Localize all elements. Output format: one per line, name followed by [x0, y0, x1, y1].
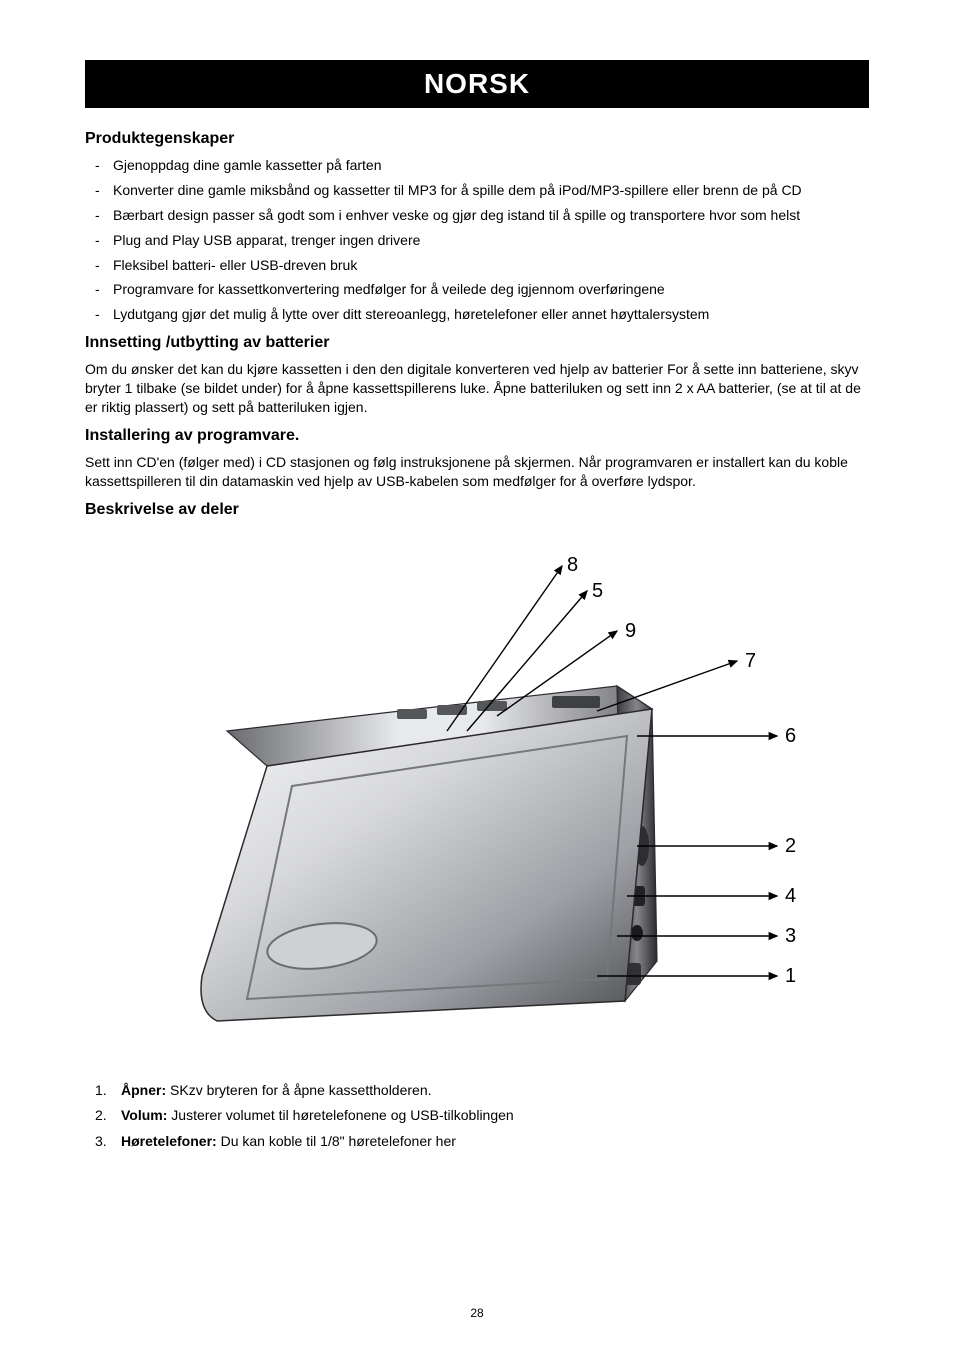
list-desc: Du kan koble til 1/8" høretelefoner her: [217, 1133, 456, 1149]
feature-item: Lydutgang gjør det mulig å lytte over di…: [85, 305, 869, 324]
list-term: Åpner:: [121, 1082, 166, 1098]
diagram-label-number: 9: [625, 620, 636, 642]
software-text: Sett inn CD'en (følger med) i CD stasjon…: [85, 453, 869, 491]
top-button: [397, 709, 427, 719]
batteries-heading: Innsetting /utbytting av batterier: [85, 334, 869, 352]
software-heading: Installering av programvare.: [85, 427, 869, 445]
feature-item: Programvare for kassettkonvertering medf…: [85, 280, 869, 299]
feature-item: Gjenoppdag dine gamle kassetter på farte…: [85, 156, 869, 175]
parts-diagram: 859 7 6 2 4 3 1: [85, 531, 869, 1051]
feature-item: Konverter dine gamle miksbånd og kassett…: [85, 181, 869, 200]
diagram-label-number: 7: [745, 650, 756, 672]
features-list: Gjenoppdag dine gamle kassetter på farte…: [85, 156, 869, 324]
headphone-jack: [631, 925, 643, 941]
parts-list-item: 3. Høretelefoner: Du kan koble til 1/8" …: [85, 1132, 869, 1152]
list-term: Høretelefoner:: [121, 1133, 217, 1149]
cassette-diagram-svg: 859 7 6 2 4 3 1: [97, 531, 857, 1051]
features-heading: Produktegenskaper: [85, 130, 869, 148]
page-title: NORSK: [424, 68, 530, 99]
diagram-label-number: 1: [785, 965, 796, 987]
parts-list: 1. Åpner: SKzv bryteren for å åpne kasse…: [85, 1081, 869, 1152]
diagram-label-number: 2: [785, 835, 796, 857]
page-number: 28: [0, 1306, 954, 1320]
batteries-text: Om du ønsker det kan du kjøre kassetten …: [85, 360, 869, 417]
list-desc: Justerer volumet til høretelefonene og U…: [167, 1107, 513, 1123]
page-title-bar: NORSK: [85, 60, 869, 108]
list-number: 3.: [95, 1132, 107, 1152]
parts-heading: Beskrivelse av deler: [85, 501, 869, 519]
feature-item: Plug and Play USB apparat, trenger ingen…: [85, 231, 869, 250]
diagram-label-number: 5: [592, 580, 603, 602]
diagram-label-number: 4: [785, 885, 796, 907]
top-slider: [552, 696, 600, 708]
list-term: Volum:: [121, 1107, 167, 1123]
feature-item: Bærbart design passer så godt som i enhv…: [85, 206, 869, 225]
top-button: [437, 705, 467, 715]
parts-list-item: 1. Åpner: SKzv bryteren for å åpne kasse…: [85, 1081, 869, 1101]
diagram-label-number: 8: [567, 554, 578, 576]
list-number: 2.: [95, 1106, 107, 1126]
feature-item: Fleksibel batteri- eller USB-dreven bruk: [85, 256, 869, 275]
diagram-label-number: 3: [785, 925, 796, 947]
diagram-label-number: 6: [785, 725, 796, 747]
parts-list-item: 2. Volum: Justerer volumet til høretelef…: [85, 1106, 869, 1126]
list-desc: SKzv bryteren for å åpne kassettholderen…: [166, 1082, 431, 1098]
list-number: 1.: [95, 1081, 107, 1101]
